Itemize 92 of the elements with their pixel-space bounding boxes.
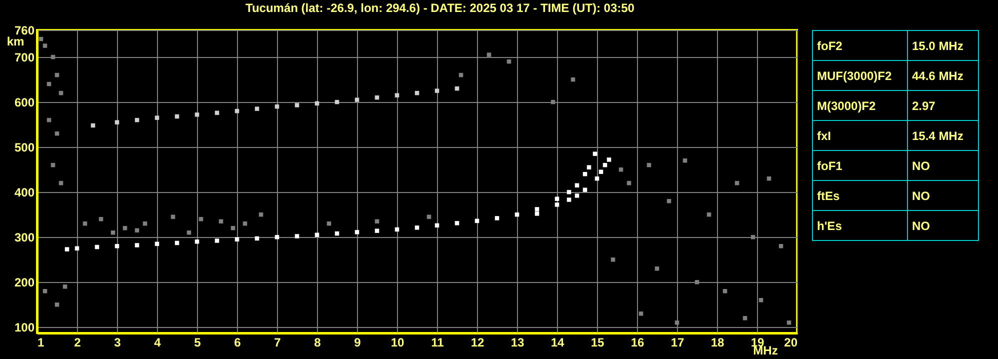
text: 44.6 MHz xyxy=(908,60,978,90)
point xyxy=(574,183,580,188)
point xyxy=(574,194,580,198)
text: NO xyxy=(908,150,978,180)
y-tick-label: 300 xyxy=(14,230,35,245)
y-tick-label: 600 xyxy=(14,96,35,110)
x-tick-label: 15 xyxy=(590,336,604,350)
point xyxy=(114,120,120,124)
x-tick-label: 6 xyxy=(234,336,242,350)
point xyxy=(554,202,560,207)
point xyxy=(354,98,360,102)
x-tick-label: 1 xyxy=(38,336,44,350)
point xyxy=(494,216,500,220)
text: 15.4 MHz xyxy=(908,120,978,150)
point xyxy=(194,112,200,117)
x-tick-label: 11 xyxy=(431,336,444,350)
x-tick-label: 12 xyxy=(470,336,484,350)
point xyxy=(234,237,240,242)
x-tick-label: 20 xyxy=(784,336,798,350)
point xyxy=(254,106,260,111)
point xyxy=(134,228,140,232)
point xyxy=(534,207,540,212)
x-tick-label: 18 xyxy=(710,336,724,350)
x-tick-label: 3 xyxy=(114,336,122,350)
point xyxy=(758,298,764,302)
y-axis-title: km xyxy=(6,34,24,48)
text: foF2 xyxy=(812,30,908,60)
y-tick-label: 500 xyxy=(14,140,35,155)
point xyxy=(414,226,420,230)
point xyxy=(582,188,588,192)
point xyxy=(314,232,320,237)
point xyxy=(294,103,300,108)
text: 15.0 MHz xyxy=(908,30,978,60)
point xyxy=(154,242,160,246)
point xyxy=(154,116,160,120)
point xyxy=(786,320,792,325)
point xyxy=(566,198,572,202)
point xyxy=(218,219,224,224)
text: NO xyxy=(908,210,978,240)
x-tick-label: 9 xyxy=(354,336,362,350)
x-tick-label: 8 xyxy=(314,336,322,350)
point xyxy=(74,246,80,250)
x-tick-label: 14 xyxy=(550,336,564,350)
y-tick-label: 400 xyxy=(14,186,35,200)
chart-title: Tucumán (lat: -26.9, lon: 294.6) - DATE: 2025 03 17 - TIME (UT): 03:50 xyxy=(244,1,636,15)
point xyxy=(42,44,48,48)
y-tick-label: 100 xyxy=(14,320,35,335)
text: h'Es xyxy=(812,210,908,240)
point xyxy=(214,238,220,243)
point xyxy=(592,152,598,156)
point xyxy=(742,316,748,320)
point xyxy=(486,52,492,57)
text: M(3000)F2 xyxy=(812,90,908,120)
point xyxy=(638,312,644,316)
point xyxy=(586,165,592,170)
point xyxy=(674,320,680,325)
point xyxy=(426,214,432,219)
text: NO xyxy=(908,180,978,210)
text: MUF(3000)F2 xyxy=(812,60,908,90)
point xyxy=(64,247,70,252)
point xyxy=(598,170,604,174)
point xyxy=(170,214,176,219)
point xyxy=(454,221,460,226)
point xyxy=(554,196,560,201)
point xyxy=(54,302,60,307)
point xyxy=(606,158,612,162)
x-tick-label: 16 xyxy=(630,336,644,350)
point xyxy=(294,234,300,238)
text: fxI xyxy=(812,120,908,150)
x-tick-label: 10 xyxy=(390,336,404,350)
y-tick-label: 760 xyxy=(14,24,35,38)
text: foF1 xyxy=(812,150,908,180)
point xyxy=(434,88,440,93)
x-tick-label: 2 xyxy=(74,336,82,350)
point xyxy=(354,230,360,234)
x-tick-label: 4 xyxy=(154,336,162,350)
point xyxy=(374,228,380,233)
x-tick-label: 17 xyxy=(670,336,684,350)
point xyxy=(134,243,140,248)
text: ftEs xyxy=(812,180,908,210)
point xyxy=(374,219,380,224)
text: 2.97 xyxy=(908,90,978,120)
point xyxy=(722,289,728,294)
x-tick-label: 5 xyxy=(194,336,202,350)
x-tick-label: 7 xyxy=(274,336,282,350)
point xyxy=(394,93,400,98)
point xyxy=(214,110,220,115)
x-tick-label: 13 xyxy=(510,336,524,350)
point xyxy=(534,212,540,216)
point xyxy=(42,289,48,294)
y-tick-label: 200 xyxy=(14,276,35,290)
y-tick-label: 700 xyxy=(14,50,35,65)
